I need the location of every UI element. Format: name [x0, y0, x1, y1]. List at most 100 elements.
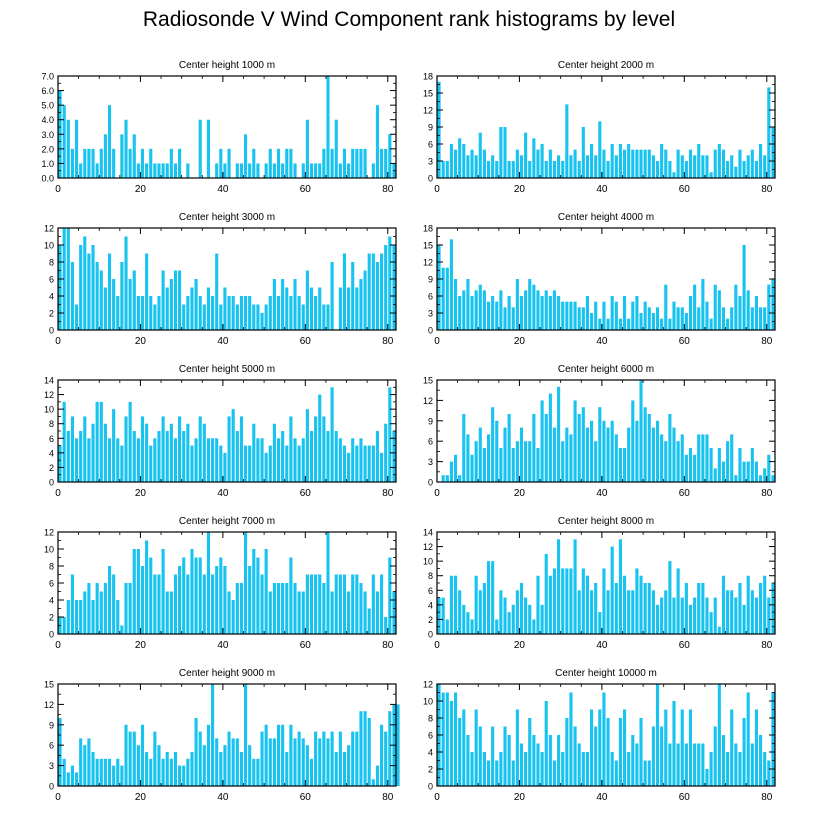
- bar: [759, 475, 763, 482]
- bar: [149, 148, 153, 178]
- y-tick-label: 0: [428, 174, 433, 184]
- bar: [462, 709, 466, 786]
- bar: [256, 758, 260, 786]
- y-tick-label: 6: [428, 437, 433, 447]
- bar: [507, 612, 511, 634]
- bar: [548, 735, 552, 786]
- bar: [618, 539, 622, 634]
- bar: [173, 752, 178, 786]
- bar: [363, 711, 367, 786]
- bar: [79, 163, 83, 178]
- panel-title: Center height 2000 m: [558, 60, 654, 71]
- bar: [684, 313, 688, 330]
- bar: [66, 119, 70, 178]
- bar: [561, 161, 565, 178]
- x-tick-label: 20: [514, 792, 526, 803]
- bar: [577, 590, 581, 634]
- bar: [338, 163, 342, 178]
- bar: [388, 236, 392, 330]
- bar: [153, 731, 157, 786]
- bar: [375, 431, 380, 482]
- bar: [248, 163, 252, 178]
- bar: [721, 735, 726, 786]
- bar: [524, 132, 528, 178]
- y-tick-label: 12: [423, 106, 433, 116]
- bar: [552, 568, 557, 634]
- bar: [248, 566, 252, 634]
- bar: [136, 438, 140, 482]
- bar: [260, 574, 264, 634]
- bar: [211, 296, 215, 330]
- bar: [697, 307, 701, 330]
- y-tick-label: 0: [49, 478, 54, 488]
- bar: [178, 416, 182, 482]
- bar: [190, 287, 194, 330]
- bar: [569, 692, 573, 786]
- bar: [103, 758, 107, 786]
- x-tick-label: 40: [596, 184, 608, 195]
- bar: [458, 138, 462, 178]
- x-tick-label: 40: [596, 488, 608, 499]
- bar: [680, 307, 684, 330]
- bar: [585, 155, 590, 178]
- x-tick-label: 20: [135, 184, 147, 195]
- x-tick-label: 0: [434, 184, 440, 195]
- bar: [371, 574, 375, 634]
- y-tick-label: 10: [44, 405, 54, 415]
- bar: [206, 119, 211, 178]
- bar: [128, 731, 132, 786]
- bar: [536, 149, 540, 178]
- y-tick-label: 14: [44, 376, 54, 386]
- bar: [651, 590, 655, 634]
- bar: [495, 420, 499, 482]
- bar: [62, 617, 66, 634]
- bar: [223, 287, 227, 330]
- x-tick-label: 60: [679, 792, 691, 803]
- bar: [726, 441, 730, 482]
- bar: [478, 590, 482, 634]
- bar: [540, 144, 544, 178]
- bar: [301, 738, 305, 786]
- bar: [74, 438, 79, 482]
- bar: [668, 743, 672, 786]
- bar: [301, 591, 305, 634]
- bar: [116, 438, 120, 482]
- bar: [79, 431, 83, 482]
- y-tick-label: 4: [49, 596, 54, 606]
- y-tick-label: 3: [428, 157, 433, 167]
- x-tick-label: 20: [514, 488, 526, 499]
- bar: [66, 431, 70, 482]
- bar: [627, 427, 631, 482]
- bar: [594, 726, 598, 786]
- bar: [70, 765, 74, 786]
- bar: [322, 583, 326, 634]
- bar: [202, 574, 206, 634]
- bar: [132, 731, 136, 786]
- bar: [186, 296, 190, 330]
- y-tick-label: 12: [44, 700, 54, 710]
- bar: [499, 752, 503, 786]
- bar: [120, 765, 124, 786]
- bar: [565, 568, 569, 634]
- bar: [478, 427, 482, 482]
- bar: [759, 144, 763, 178]
- bar: [74, 304, 79, 330]
- bar: [651, 155, 655, 178]
- bar: [515, 149, 519, 178]
- bar: [347, 745, 351, 786]
- bar: [149, 445, 153, 482]
- bar: [95, 758, 99, 786]
- bar: [169, 279, 173, 330]
- bar: [182, 765, 186, 786]
- bar: [103, 134, 107, 178]
- bar: [149, 557, 153, 634]
- bar: [297, 591, 301, 634]
- bar: [763, 468, 767, 482]
- bar: [540, 604, 544, 634]
- bar: [750, 590, 754, 634]
- bar: [647, 414, 651, 482]
- bar: [532, 284, 536, 330]
- bar: [660, 434, 664, 482]
- bar: [622, 448, 627, 482]
- x-tick-label: 60: [679, 336, 691, 347]
